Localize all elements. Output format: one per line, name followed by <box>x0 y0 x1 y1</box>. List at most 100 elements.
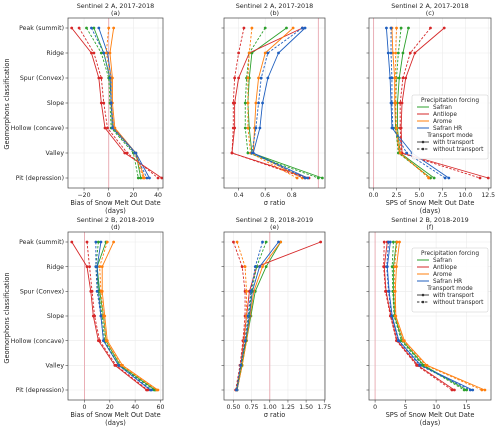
series-point <box>395 240 399 244</box>
series-point <box>237 76 241 80</box>
panel-subtitle: (b) <box>270 9 279 17</box>
x-tick-label: 1.75 <box>317 404 331 411</box>
legend-forcing-entry: Safran HR <box>433 126 462 132</box>
series-point <box>109 101 113 105</box>
legend-box <box>411 94 489 160</box>
panel-subtitle: (c) <box>426 9 435 17</box>
series-point <box>235 240 239 244</box>
legend-forcing-entry: Safran <box>433 105 452 111</box>
panel-a: −20 0 20 40 Peak (summit) Ridge Spur (Convex) S… <box>11 2 164 215</box>
legend-transport-entry: without transport <box>433 300 484 306</box>
series-point <box>99 240 103 244</box>
series-point <box>263 51 267 55</box>
series-point <box>136 176 140 180</box>
legend-style-marker <box>421 293 425 297</box>
series-point <box>306 176 310 180</box>
series-point <box>148 176 151 180</box>
series-point <box>401 76 405 80</box>
legend-forcing-entry: Arome <box>433 272 452 278</box>
series-point <box>303 176 307 180</box>
series-point <box>97 76 101 80</box>
series-point <box>93 314 96 318</box>
category-label: Peak (summit) <box>19 25 64 32</box>
series-point <box>398 240 401 244</box>
series-point <box>108 76 112 80</box>
panel-f: 0 5 10 15 Sentinel 2 B, 2018-2019(f) SPS of S… <box>366 216 492 427</box>
panel-b: 0.4 0.6 0.8 Sentinel 2 A, 2017-2018(b) σ rat… <box>221 2 326 207</box>
category-label: Pit (depression) <box>16 175 64 182</box>
series-point <box>415 363 418 367</box>
series-point <box>263 26 267 30</box>
series-point <box>97 240 100 244</box>
series-point <box>231 101 235 105</box>
series-point <box>285 26 288 30</box>
series-point <box>99 314 103 318</box>
series-point <box>90 51 93 55</box>
series-point <box>105 240 109 244</box>
x-axis-unit: (days) <box>420 207 441 215</box>
series-point <box>394 101 398 105</box>
series-point <box>100 265 104 269</box>
series-point <box>291 26 295 30</box>
series-point <box>261 265 264 269</box>
category-label: Valley <box>46 150 65 157</box>
x-tick-label: 0.0 <box>369 192 379 199</box>
x-tick-label: 0 <box>107 192 111 199</box>
series-point <box>95 289 99 293</box>
series-point <box>232 240 235 244</box>
panel-title: Sentinel 2 B, 2018-2019 <box>236 216 314 224</box>
legend-transport-entry: with transport <box>433 140 475 146</box>
series-point <box>94 265 98 269</box>
series-point <box>155 388 159 392</box>
panel-subtitle: (a) <box>111 9 120 17</box>
y-axis-label-bottom: Geomorphons classification <box>3 272 11 363</box>
x-tick-label: 10 <box>432 404 440 411</box>
series-point <box>85 265 89 269</box>
x-axis-label: SPS of Snow Melt Out Date <box>386 411 475 419</box>
series-point <box>156 176 160 180</box>
x-tick-label: 5.0 <box>415 192 425 199</box>
category-label: Spur (Convex) <box>20 289 64 296</box>
series-point <box>390 314 393 318</box>
series-point <box>243 265 247 269</box>
series-point <box>266 76 270 80</box>
series-point <box>393 265 397 269</box>
series-point <box>384 289 387 293</box>
x-tick-label: 0 <box>82 404 86 411</box>
legend-forcing-title: Precipitation forcing <box>421 98 479 104</box>
series-point <box>250 26 254 30</box>
series-point <box>261 101 264 105</box>
series-point <box>468 388 472 392</box>
legend-transport-entry: without transport <box>433 147 484 153</box>
series-point <box>382 265 386 269</box>
series-point <box>231 126 235 130</box>
series-point <box>405 151 409 155</box>
series-point <box>471 388 475 392</box>
series-point <box>104 51 108 55</box>
x-axis-unit: (days) <box>420 419 441 427</box>
series-point <box>394 76 398 80</box>
series-point <box>99 101 103 105</box>
series-point <box>462 388 466 392</box>
axes-frame <box>67 17 164 189</box>
series-point <box>246 314 250 318</box>
series-point <box>239 363 243 367</box>
series-point <box>382 240 386 244</box>
series-point <box>295 176 299 180</box>
x-tick-label: 7.5 <box>437 192 447 199</box>
category-label: Hollow (concave) <box>11 125 64 132</box>
legend-style-marker <box>421 147 425 151</box>
series-point <box>387 240 390 244</box>
panel-title: Sentinel 2 A, 2017-2018 <box>77 2 154 10</box>
series-point <box>249 289 253 293</box>
series-point <box>88 265 91 269</box>
series-point <box>246 76 250 80</box>
legend-forcing-entry: Safran HR <box>433 279 462 285</box>
series-point <box>478 176 482 180</box>
series-point <box>279 240 283 244</box>
legend-transport-title: Transport mode <box>426 286 473 292</box>
panel-d: 0 20 40 60 Peak (summit) Ridge Spur (Convex) Sl… <box>11 216 165 427</box>
category-label: Peak (summit) <box>19 239 64 246</box>
series-point <box>99 289 103 293</box>
series-point <box>70 240 74 244</box>
